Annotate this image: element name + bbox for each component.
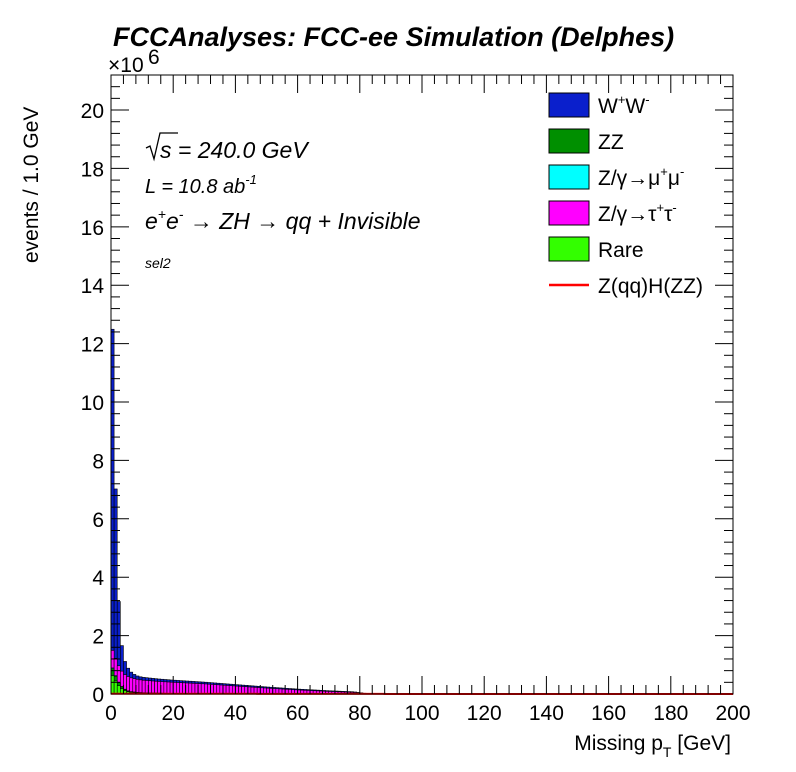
legend-item: Z/γ→τ+τ- (548, 200, 677, 226)
y-tick-label: 14 (81, 275, 105, 298)
legend-item: ZZ (548, 128, 624, 154)
legend-label: Rare (598, 239, 644, 262)
y-axis-multiplier-base: ×10 (108, 54, 144, 77)
bar (154, 680, 158, 695)
x-axis-title-subscript: T (663, 744, 672, 760)
process-electron: e (145, 208, 158, 234)
bar (166, 681, 171, 695)
bar (213, 684, 218, 695)
legend-item: Z/γ→μ+μ- (548, 164, 684, 190)
x-axis-ticks: 0 20 40 60 80 100 120 140 160 180 200 (105, 75, 751, 725)
legend-swatch (548, 164, 590, 190)
x-tick-label: 40 (224, 702, 247, 725)
legend-label: Z/γ→τ+τ- (598, 200, 677, 226)
x-tick-label: 140 (529, 702, 564, 725)
bar (228, 685, 233, 695)
y-tick-label: 10 (81, 392, 104, 415)
y-axis-ticks: 0 2 4 6 8 10 12 14 16 18 20 (81, 74, 733, 707)
y-tick-label: 20 (81, 100, 104, 123)
sqrt-symbol (145, 132, 178, 162)
legend-label: ZZ (598, 131, 624, 154)
y-axis-multiplier-exponent: 6 (148, 46, 160, 69)
bar (141, 679, 146, 695)
process-positron: e (166, 208, 179, 234)
bar (113, 680, 118, 695)
selection-annotation: sel2 (145, 255, 171, 271)
legend: W+W- ZZ Z/γ→μ+μ- Z/γ→τ+τ- Rare Z(qq)H(ZZ) (548, 92, 703, 298)
x-tick-label: 0 (105, 702, 117, 725)
bar (163, 681, 168, 695)
bar (151, 680, 155, 695)
bar (204, 683, 208, 695)
x-axis-title: Missing pT [GeV] (574, 732, 731, 760)
x-tick-label: 200 (715, 702, 750, 725)
y-tick-label: 18 (81, 158, 104, 181)
y-tick-label: 2 (92, 626, 104, 649)
x-tick-label: 160 (591, 702, 626, 725)
x-tick-label: 100 (404, 702, 439, 725)
y-tick-label: 4 (92, 567, 104, 590)
bar (191, 683, 196, 695)
y-axis-multiplier: ×10 6 (108, 46, 160, 77)
bar (225, 685, 230, 695)
x-tick-label: 80 (348, 702, 371, 725)
bar (188, 682, 193, 695)
legend-swatch (548, 128, 590, 154)
sqrt-s-annotation: s = 240.0 GeV (145, 132, 310, 163)
y-axis-title: events / 1.0 GeV (20, 107, 43, 263)
luminosity-exponent: -1 (245, 172, 257, 187)
luminosity-main: L = 10.8 ab (145, 176, 245, 198)
annotations: s = 240.0 GeV L = 10.8 ab-1 e+e- → ZH → … (145, 132, 421, 271)
y-tick-label: 12 (81, 334, 104, 357)
energy-value: = 240.0 GeV (172, 137, 311, 163)
y-tick-label: 16 (81, 217, 104, 240)
legend-item: W+W- (548, 92, 650, 118)
bar (138, 679, 143, 695)
svg-text:s = 240.0 GeV: s = 240.0 GeV (160, 137, 310, 163)
bar (176, 682, 180, 695)
bar (179, 682, 183, 695)
legend-label: Z/γ→μ+μ- (598, 164, 684, 190)
luminosity-annotation: L = 10.8 ab-1 (145, 172, 257, 198)
legend-swatch (548, 92, 590, 118)
bar (200, 683, 205, 695)
legend-swatch (548, 236, 590, 262)
y-tick-label: 8 (92, 450, 104, 473)
sqrt-s-variable: s (160, 137, 172, 163)
y-tick-label: 6 (92, 509, 104, 532)
x-tick-label: 20 (162, 702, 185, 725)
legend-item: Z(qq)H(ZZ) (549, 275, 703, 298)
process-annotation: e+e- → ZH → qq + Invisible (145, 206, 421, 234)
x-tick-label: 120 (467, 702, 502, 725)
x-tick-label: 60 (286, 702, 309, 725)
legend-label: W+W- (598, 92, 650, 118)
legend-label: Z(qq)H(ZZ) (598, 275, 703, 298)
process-electron-sup: + (158, 206, 166, 222)
chart-title: FCCAnalyses: FCC-ee Simulation (Delphes) (113, 22, 674, 52)
bar (216, 684, 221, 695)
y-tick-label: 0 (92, 684, 104, 707)
legend-item: Rare (548, 236, 644, 262)
x-tick-label: 180 (653, 702, 688, 725)
x-axis-title-unit: [GeV] (671, 732, 731, 755)
process-positron-sup: - (179, 206, 184, 222)
process-rest: → ZH → qq + Invisible (183, 208, 420, 234)
x-axis-title-main: Missing p (574, 732, 663, 755)
legend-swatch (548, 200, 590, 226)
